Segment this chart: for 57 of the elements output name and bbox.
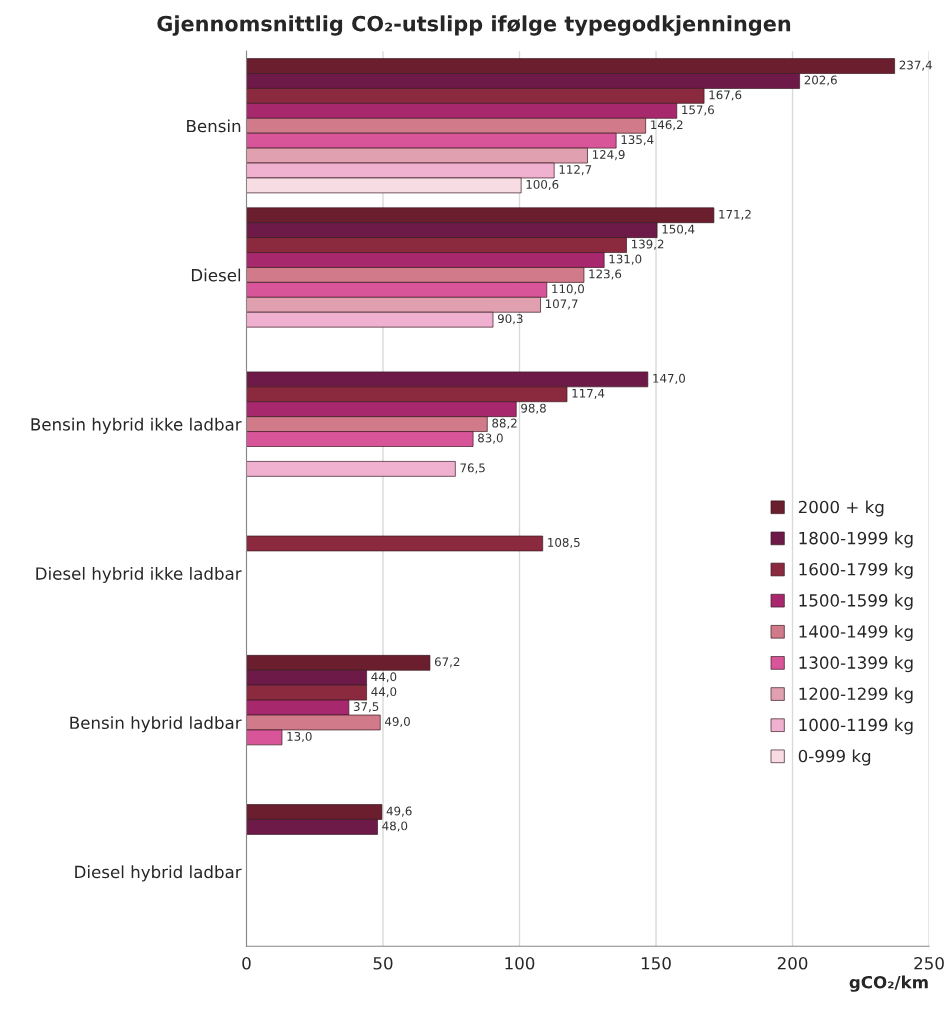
data-label: 139,2 <box>631 239 664 250</box>
data-label: 146,2 <box>651 120 683 131</box>
legend-label: 1200-1299 kg <box>799 687 913 704</box>
data-label: 131,0 <box>609 254 642 265</box>
data-label: 44,0 <box>371 672 397 683</box>
legend-label: 1500-1599 kg <box>799 593 913 610</box>
bar <box>246 461 456 477</box>
data-label: 202,6 <box>804 75 837 86</box>
data-label: 98,8 <box>521 403 546 414</box>
legend-label: 1600-1799 kg <box>799 562 913 579</box>
y-tick-label: Bensin hybrid ikke ladbar <box>31 417 242 434</box>
x-tick-label: 200 <box>777 956 808 970</box>
data-label: 157,6 <box>682 105 714 116</box>
data-label: 237,4 <box>899 60 932 71</box>
legend-label: 1400-1499 kg <box>799 624 913 642</box>
data-label: 90,3 <box>497 314 523 325</box>
y-tick-label: Diesel hybrid ikke ladbar <box>36 566 242 584</box>
legend-label: 1800-1999 kg <box>799 531 913 548</box>
x-tick-label: 0 <box>242 956 251 970</box>
data-label: 147,0 <box>653 373 686 384</box>
data-label: 117,4 <box>572 388 605 399</box>
legend-label: 1000-1199 kg <box>799 718 913 735</box>
y-tick-label: Bensin <box>187 119 241 133</box>
y-tick-label: Diesel <box>191 268 241 282</box>
data-label: 13,0 <box>287 731 312 743</box>
data-label: 135,4 <box>621 135 654 146</box>
y-tick-label: Bensin hybrid ladbar <box>70 716 242 733</box>
data-label: 67,2 <box>434 657 460 668</box>
data-label: 100,6 <box>526 179 559 191</box>
x-axis-title: gCO₂/km <box>849 975 928 992</box>
data-label: 107,7 <box>545 299 578 310</box>
data-label: 123,6 <box>589 269 622 280</box>
x-tick-label: 250 <box>914 956 944 970</box>
data-label: 108,5 <box>548 537 580 549</box>
data-label: 112,7 <box>559 165 592 176</box>
data-label: 49,6 <box>386 806 412 817</box>
legend-label: 0-999 kg <box>798 749 871 766</box>
data-label: 167,6 <box>709 90 742 101</box>
bar <box>246 535 544 552</box>
legend-label: 1300-1399 kg <box>799 656 913 673</box>
data-label: 83,0 <box>478 433 503 444</box>
data-label: 48,0 <box>382 821 408 832</box>
data-label: 37,5 <box>353 702 379 713</box>
data-label: 44,0 <box>371 687 397 698</box>
x-tick-label: 50 <box>373 956 393 970</box>
data-label: 110,0 <box>552 284 584 295</box>
data-label: 150,4 <box>662 224 695 235</box>
y-tick-label: Diesel hybrid ladbar <box>75 865 242 882</box>
x-tick-label: 150 <box>641 956 671 970</box>
chart-title: Gjennomsnittlig CO₂-utslipp ifølge typegodkjenningen <box>157 15 791 36</box>
legend-label: 2000 + kg <box>798 500 884 517</box>
data-label: 49,0 <box>385 716 410 728</box>
data-label: 76,5 <box>460 463 485 474</box>
data-label: 171,2 <box>719 209 751 220</box>
data-label: 88,2 <box>492 418 517 429</box>
x-tick-label: 100 <box>505 956 535 970</box>
data-label: 124,9 <box>592 150 625 161</box>
